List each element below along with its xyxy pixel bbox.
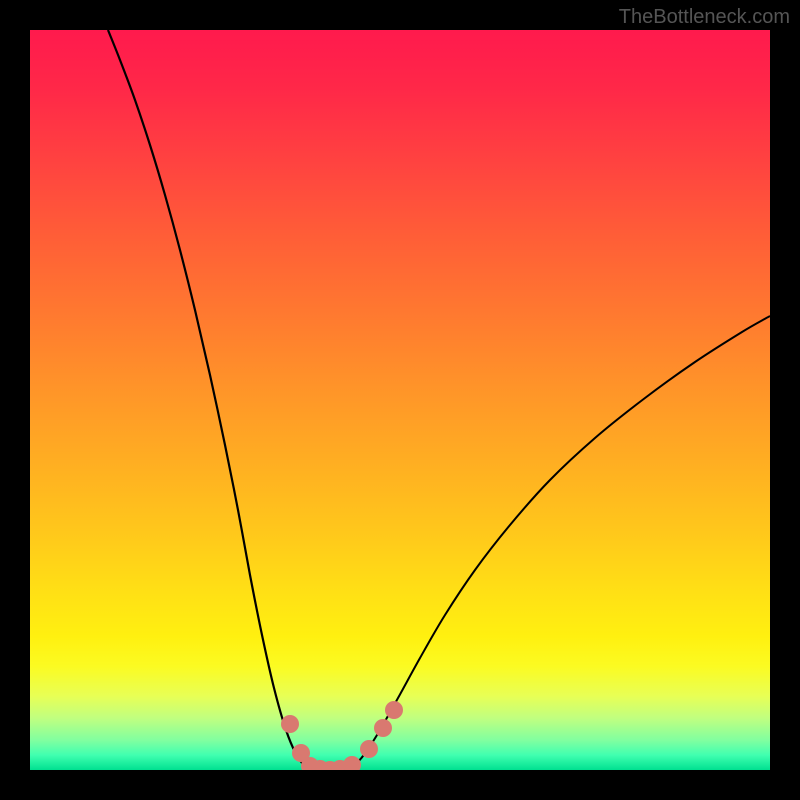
bottleneck-chart [30, 30, 770, 770]
chart-area [30, 30, 770, 770]
valley-dot [385, 701, 403, 719]
valley-dot [360, 740, 378, 758]
valley-dot [374, 719, 392, 737]
gradient-background [30, 30, 770, 770]
watermark-text: TheBottleneck.com [619, 6, 790, 29]
valley-dot [281, 715, 299, 733]
